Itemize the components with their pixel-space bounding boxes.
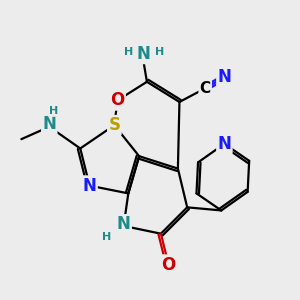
Text: O: O: [161, 256, 176, 274]
Text: N: N: [137, 45, 151, 63]
Text: N: N: [218, 68, 231, 86]
Text: H: H: [49, 106, 58, 116]
Text: H: H: [155, 47, 164, 57]
Text: N: N: [117, 215, 130, 233]
Text: H: H: [124, 47, 133, 57]
Text: H: H: [102, 232, 111, 242]
Text: C: C: [200, 80, 211, 95]
Text: N: N: [42, 115, 56, 133]
Text: N: N: [218, 135, 231, 153]
Text: S: S: [108, 116, 120, 134]
Text: O: O: [110, 92, 124, 110]
Text: N: N: [82, 177, 97, 195]
